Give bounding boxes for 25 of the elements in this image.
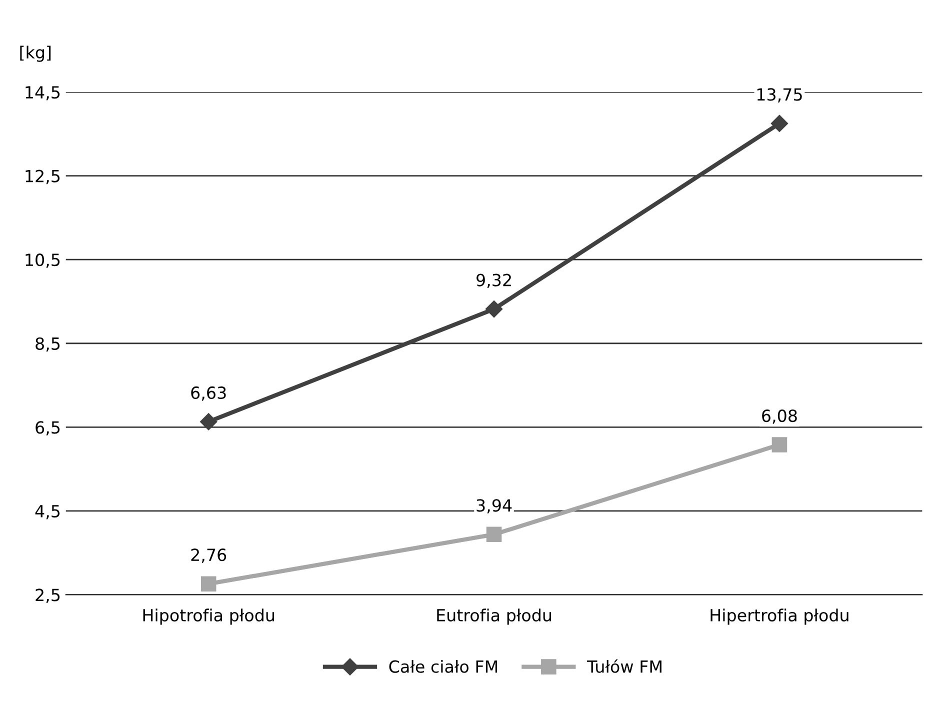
x-tick-label: Eutrofia płodu [437,608,551,625]
data-label: 2,76 [191,548,226,563]
y-tick-label: 10,5 [26,254,60,268]
y-tick-label: 8,5 [36,337,60,352]
point [200,576,216,592]
point [200,413,218,430]
data-label: 3,94 [476,499,512,514]
y-tick-label: 2,5 [36,588,60,603]
point [485,300,503,318]
legend-label: Całe ciało FM [389,660,498,673]
point [772,437,788,452]
y-tick-label: 12,5 [26,170,60,184]
point [770,114,788,132]
point [486,526,502,542]
y-axis-title: [kg] [20,46,51,62]
data-label: 9,32 [476,274,511,288]
data-label: 6,63 [191,386,226,401]
y-tick-label: 4,5 [35,505,60,520]
y-tick-label: 6,5 [36,421,60,436]
y-tick-label: 14,5 [26,86,60,100]
legend-label: Tułów FM [586,659,662,673]
data-label: 6,08 [762,409,797,424]
x-tick-label: Hipotrofia płodu [143,608,274,625]
x-tick-label: Hipertrofia płodu [710,608,848,625]
data-label: 13,75 [757,88,802,102]
